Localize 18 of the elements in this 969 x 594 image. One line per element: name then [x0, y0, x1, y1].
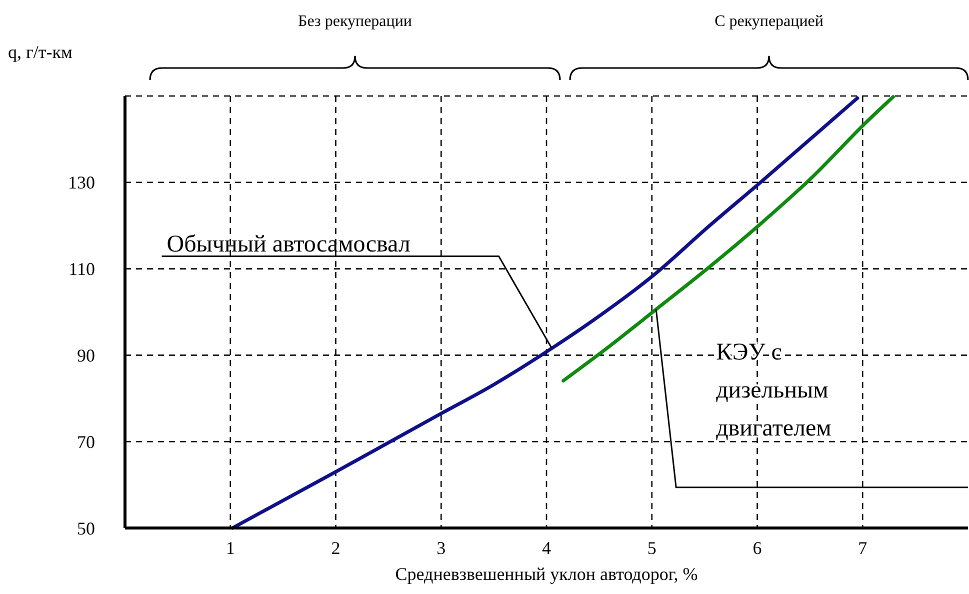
x-tick-label: 4: [542, 538, 551, 558]
y-tick-label: 130: [68, 172, 95, 193]
x-tick-label: 5: [647, 538, 656, 558]
line-series: [562, 95, 895, 382]
x-tick-label: 1: [226, 538, 235, 558]
y-tick-label: 110: [68, 259, 95, 280]
text: С рекуперацией: [714, 13, 824, 30]
y-tick-label: 90: [77, 346, 95, 366]
x-tick-label: 2: [331, 538, 340, 558]
x-tick-label: 3: [436, 538, 446, 558]
y-axis-title: q, г/т-км: [8, 42, 72, 62]
x-axis-title: Средневзвешенный уклон автодорог, %: [395, 564, 698, 584]
annotation: Обычный автосамосвал: [166, 231, 410, 258]
x-tick-label: 6: [752, 538, 762, 558]
y-tick-label: 70: [77, 432, 95, 452]
x-tick-label: 7: [858, 538, 868, 558]
y-tick-label: 50: [77, 518, 95, 538]
text: Без рекуперации: [298, 13, 412, 30]
